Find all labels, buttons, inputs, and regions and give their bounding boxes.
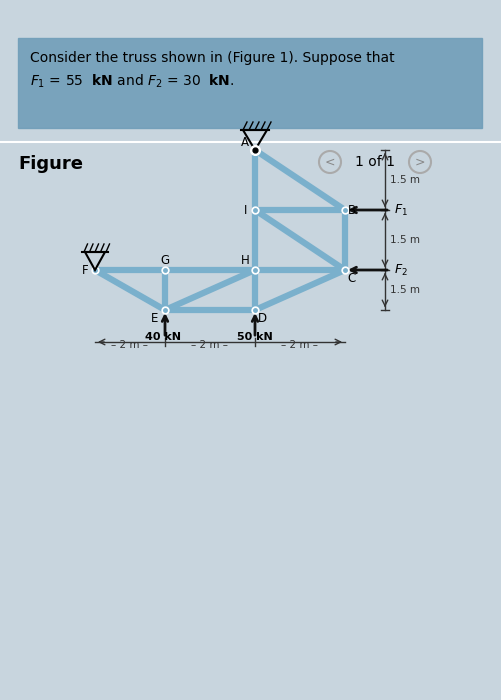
Text: C: C xyxy=(347,272,355,284)
Text: 1.5 m: 1.5 m xyxy=(389,175,419,185)
Text: $F_1$: $F_1$ xyxy=(393,202,407,218)
Text: >: > xyxy=(414,155,424,169)
Text: Figure: Figure xyxy=(18,155,83,173)
Text: $F_2$: $F_2$ xyxy=(393,262,407,277)
Text: $F_1$ = 55  $\mathbf{kN}$ and $F_2$ = 30  $\mathbf{kN}$.: $F_1$ = 55 $\mathbf{kN}$ and $F_2$ = 30 … xyxy=(30,73,234,90)
Text: – 2 m –: – 2 m – xyxy=(111,340,148,350)
Text: E: E xyxy=(151,312,158,326)
Text: 1.5 m: 1.5 m xyxy=(389,235,419,245)
Text: Consider the truss shown in (Figure 1). Suppose that: Consider the truss shown in (Figure 1). … xyxy=(30,51,394,65)
Text: F: F xyxy=(82,263,88,276)
Text: 40 kN: 40 kN xyxy=(145,332,181,342)
Text: G: G xyxy=(160,253,169,267)
Text: 50 kN: 50 kN xyxy=(236,332,273,342)
Text: I: I xyxy=(244,204,247,216)
Text: – 2 m –: – 2 m – xyxy=(281,340,318,350)
Text: B: B xyxy=(347,204,355,216)
Text: <: < xyxy=(324,155,335,169)
Text: 1 of 1: 1 of 1 xyxy=(354,155,394,169)
Text: 1.5 m: 1.5 m xyxy=(389,285,419,295)
Text: – 2 m –: – 2 m – xyxy=(191,340,228,350)
Text: A: A xyxy=(240,136,248,148)
Bar xyxy=(18,38,481,128)
Text: D: D xyxy=(257,312,266,326)
Text: H: H xyxy=(240,253,249,267)
